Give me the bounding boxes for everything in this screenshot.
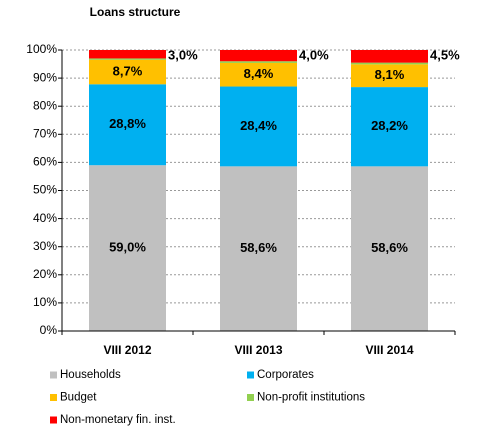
data-label: 28,4% [240, 118, 277, 133]
bar-segment [351, 50, 428, 63]
data-label: 58,6% [240, 240, 277, 255]
chart-title: Loans structure [90, 5, 181, 19]
bar-segment [89, 58, 166, 60]
legend-swatch [50, 394, 57, 401]
data-label: 8,7% [113, 63, 143, 78]
data-label: 59,0% [109, 240, 146, 255]
legend-label: Non-monetary fin. inst. [60, 414, 176, 426]
bar-segment [351, 62, 428, 65]
y-tick-label: 20% [33, 267, 57, 281]
x-tick-label: VIII 2012 [103, 343, 151, 357]
bar-segment [89, 84, 166, 166]
data-label: 58,6% [371, 240, 408, 255]
data-label: 28,8% [109, 116, 146, 131]
x-tick-label: VIII 2014 [365, 343, 413, 357]
bar-segment [89, 50, 166, 59]
legend-label: Budget [60, 392, 97, 404]
y-tick-label: 0% [40, 323, 58, 337]
data-label: 8,4% [244, 66, 274, 81]
data-label: 28,2% [371, 118, 408, 133]
bar-segment [89, 165, 166, 331]
bar-segment [220, 166, 297, 331]
data-label: 8,1% [375, 67, 405, 82]
legend-label: Non-profit institutions [257, 392, 365, 404]
y-tick-label: 90% [33, 70, 57, 84]
legend-label: Households [60, 369, 121, 381]
bar-segment [220, 62, 297, 87]
data-label: 3,0% [168, 47, 198, 62]
x-tick-label: VIII 2013 [234, 343, 282, 357]
y-tick-label: 100% [26, 42, 57, 56]
y-tick-label: 70% [33, 126, 57, 140]
bar-segment [351, 64, 428, 88]
bar-segment [351, 87, 428, 167]
bar-segment [89, 59, 166, 85]
legend-swatch [247, 394, 254, 401]
legend-label: Corporates [257, 369, 314, 381]
y-tick-label: 50% [33, 183, 57, 197]
y-tick-label: 80% [33, 98, 57, 112]
data-label: 4,5% [430, 47, 460, 62]
bar-segment [220, 50, 297, 62]
data-label: 4,0% [299, 47, 329, 62]
legend-swatch [50, 371, 57, 379]
y-tick-label: 60% [33, 155, 57, 169]
y-tick-label: 30% [33, 239, 57, 253]
y-tick-label: 10% [33, 295, 57, 309]
bar-segment [220, 86, 297, 167]
bar-segment [220, 61, 297, 63]
bar-segment [351, 166, 428, 331]
legend-swatch [50, 416, 57, 424]
y-tick-label: 40% [33, 211, 57, 225]
legend-swatch [247, 371, 254, 379]
